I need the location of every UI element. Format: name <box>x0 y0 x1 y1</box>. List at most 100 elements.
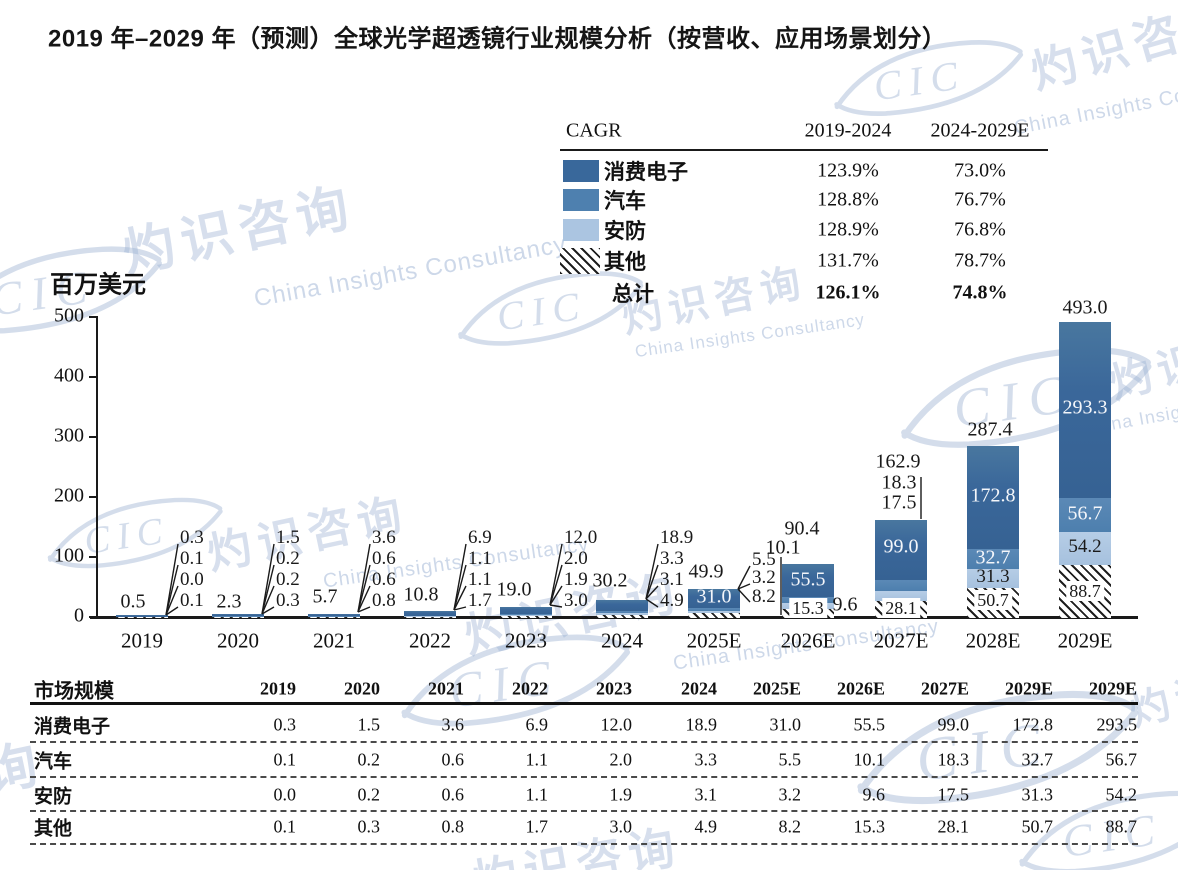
table-cell: 0.6 <box>441 749 465 770</box>
cagr-value: 123.9% <box>817 159 879 182</box>
bar-segment-消费电子 <box>116 614 168 617</box>
table-cell: 0.1 <box>273 816 297 837</box>
y-axis-unit-label: 百万美元 <box>50 271 146 299</box>
bar-segment-消费电子 <box>308 613 360 616</box>
table-cell: 0.6 <box>441 784 465 805</box>
table-cell: 88.7 <box>1105 816 1138 837</box>
cagr-value: 131.7% <box>817 249 879 272</box>
leader-line <box>261 606 275 615</box>
leader-line <box>453 585 467 611</box>
bar-segment-其他 <box>308 617 360 618</box>
callout-value-label: 1.1 <box>468 569 492 590</box>
legend-label: 其他 <box>604 251 646 274</box>
callout-value-label: 1.1 <box>468 548 492 569</box>
y-tick-mark <box>89 376 98 378</box>
x-axis-label: 2019 <box>121 628 163 653</box>
cagr-value: 76.8% <box>954 218 1006 241</box>
leader-line <box>453 543 467 611</box>
callout-value-label: 3.1 <box>660 569 684 590</box>
table-cell: 55.5 <box>853 714 886 735</box>
table-cell: 0.1 <box>273 749 297 770</box>
leader-line <box>453 606 467 611</box>
table-year-header: 2025E <box>752 678 801 699</box>
table-cell: 3.0 <box>609 816 633 837</box>
y-tick-mark <box>89 496 98 498</box>
segment-value-label: 54.2 <box>1068 536 1102 557</box>
total-value-label: 5.7 <box>312 585 338 608</box>
y-tick-mark <box>89 436 98 438</box>
total-value-label: 0.5 <box>120 590 146 613</box>
table-row-divider <box>30 843 1138 845</box>
cagr-value: 73.0% <box>954 159 1006 182</box>
callout-value-label: 0.1 <box>180 548 204 569</box>
table-cell: 8.2 <box>778 816 802 837</box>
callout-value-label: 0.3 <box>276 590 300 611</box>
segment-value-label: 32.7 <box>975 546 1011 569</box>
legend-swatch-light <box>563 219 599 241</box>
bar-segment-其他 <box>116 617 168 618</box>
table-row-label: 安防 <box>34 786 73 808</box>
watermark-text: China Insights Consultancy <box>251 230 569 313</box>
bar-segment-消费电子 <box>212 614 264 616</box>
table-cell: 32.7 <box>1021 749 1054 770</box>
table-cell: 99.0 <box>937 714 970 735</box>
leader-line <box>261 564 275 615</box>
total-value-label: 90.4 <box>784 517 820 540</box>
table-row-label: 汽车 <box>34 751 73 773</box>
total-value-label: 19.0 <box>496 578 532 601</box>
bar-segment-汽车 <box>688 607 740 612</box>
segment-value-label: 31.0 <box>696 585 732 608</box>
table-cell: 3.6 <box>441 714 465 735</box>
table-cell: 1.5 <box>357 714 381 735</box>
legend-swatch-medium <box>563 189 599 211</box>
table-row-divider <box>30 741 1138 743</box>
bar-segment-汽车 <box>967 549 1019 569</box>
x-axis-label: 2024 <box>601 628 643 653</box>
legend-label: 总计 <box>612 283 654 306</box>
table-cell: 3.2 <box>778 784 802 805</box>
watermark-text: China Insights Consultancy <box>633 309 867 362</box>
x-axis-label: 2027E <box>873 628 929 653</box>
y-tick-label: 500 <box>54 304 84 327</box>
segment-value-label: 172.8 <box>970 484 1016 507</box>
table-year-header: 2021 <box>428 678 464 699</box>
total-value-label: 18.3 <box>881 471 917 494</box>
bar-segment-汽车 <box>596 611 648 614</box>
total-value-label: 9.6 <box>832 593 858 616</box>
table-year-header: 2024 <box>681 678 717 699</box>
y-tick-mark <box>89 616 98 618</box>
y-tick-mark <box>89 316 98 318</box>
leader-line <box>645 564 659 600</box>
table-year-header: 2027E <box>920 678 969 699</box>
y-tick-label: 300 <box>54 424 84 447</box>
cagr-period-1: 2019-2024 <box>804 119 892 142</box>
bar-segment-安防 <box>596 613 648 616</box>
table-cell: 172.8 <box>1012 714 1054 735</box>
table-cell: 293.5 <box>1096 714 1138 735</box>
table-row-divider <box>30 776 1138 778</box>
total-value-label: 162.9 <box>875 450 921 473</box>
table-cell: 15.3 <box>853 816 886 837</box>
table-cell: 12.0 <box>600 714 633 735</box>
x-axis-label: 2020 <box>217 628 259 653</box>
total-value-label: 10.8 <box>403 583 439 606</box>
x-axis-label: 2021 <box>313 628 355 653</box>
bar-segment-汽车 <box>308 615 360 617</box>
cagr-header: CAGR <box>566 119 622 142</box>
callout-value-label: 0.6 <box>372 548 396 569</box>
leader-line <box>549 543 563 606</box>
leader-line <box>165 585 179 616</box>
table-cell: 4.9 <box>694 816 718 837</box>
callout-value-label: 5.5 <box>752 549 776 570</box>
svg-text:CIC: CIC <box>871 51 969 109</box>
callout-value-label: 18.9 <box>660 527 694 548</box>
segment-value-label: 31.3 <box>976 566 1010 587</box>
cagr-value: 76.7% <box>954 188 1006 211</box>
legend-label: 汽车 <box>604 190 646 213</box>
table-row-label: 消费电子 <box>34 716 111 738</box>
cagr-value: 128.8% <box>817 188 879 211</box>
total-value-label: 10.1 <box>765 536 801 559</box>
x-axis-label: 2029E <box>1057 628 1113 653</box>
table-cell: 3.3 <box>694 749 718 770</box>
callout-value-label: 12.0 <box>564 527 598 548</box>
